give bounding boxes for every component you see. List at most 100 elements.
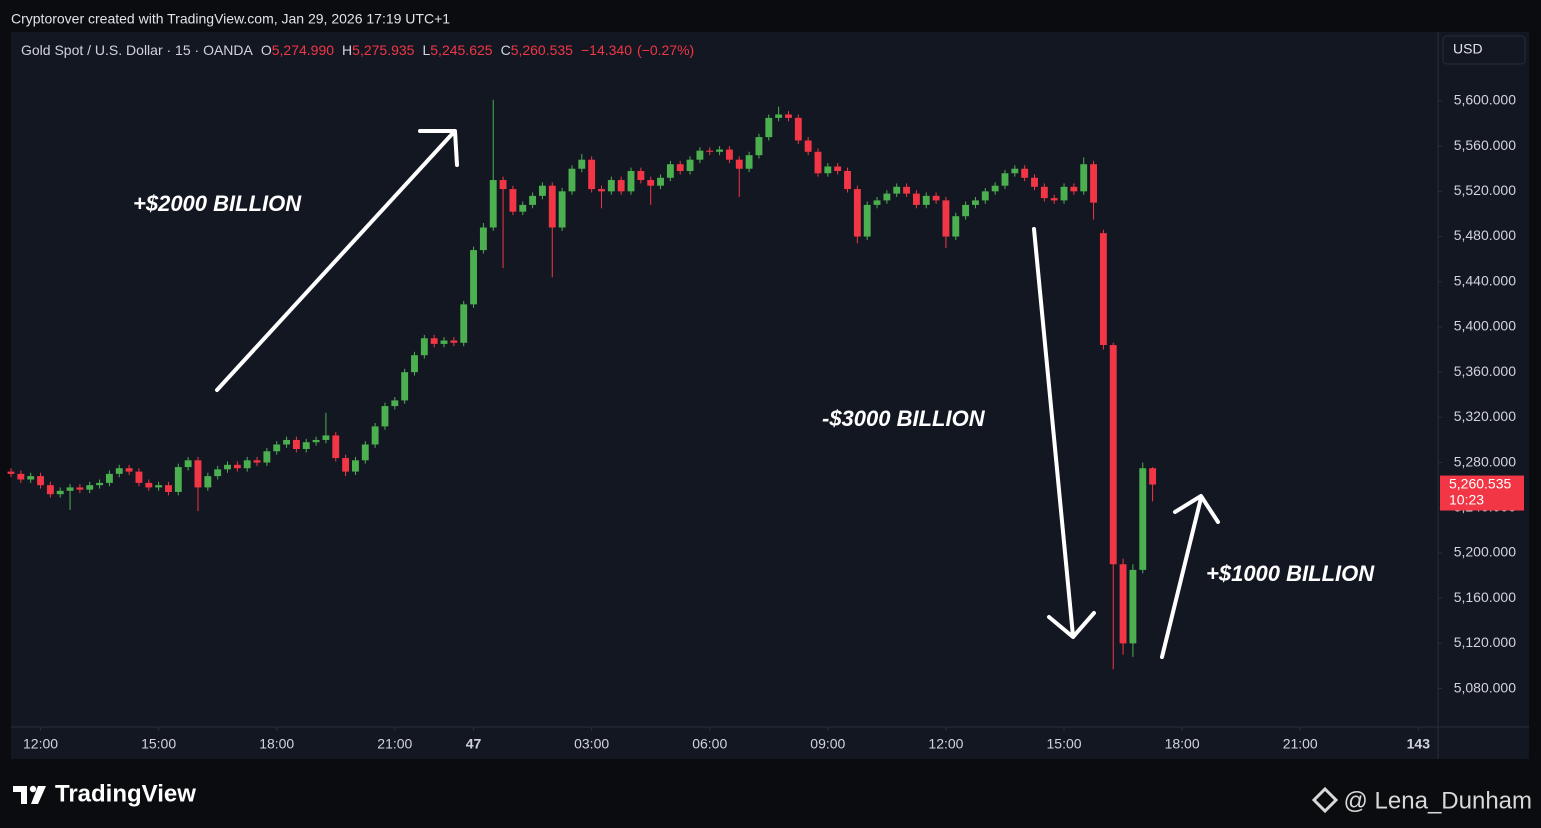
- candle-body: [381, 406, 389, 427]
- candle-body: [145, 482, 153, 488]
- candle-body: [686, 159, 694, 171]
- symbol: Gold Spot / U.S. Dollar · 15 · OANDA: [21, 42, 254, 58]
- candle-body: [863, 204, 871, 237]
- candle-body: [1090, 164, 1097, 203]
- logo-mark: [13, 786, 27, 804]
- candle-body: [716, 149, 724, 152]
- candle-body: [1149, 468, 1157, 485]
- candle-body: [342, 458, 350, 472]
- last-price-tag: [1440, 475, 1524, 511]
- candle-body: [529, 195, 537, 205]
- candle-body: [7, 471, 15, 474]
- candle-body: [725, 149, 733, 160]
- candle-body: [283, 439, 291, 445]
- y-tick-label: 5,520.000: [1454, 182, 1516, 198]
- candle-body: [598, 189, 605, 192]
- x-tick-label: 18:00: [1165, 736, 1200, 752]
- candle-body: [745, 155, 753, 169]
- x-tick-label: 18:00: [259, 736, 294, 752]
- candle-body: [440, 340, 448, 344]
- candle-body: [755, 137, 763, 156]
- candle-body: [361, 444, 369, 461]
- candle-body: [952, 216, 960, 237]
- candle-body: [292, 439, 300, 449]
- logo-mark: [29, 785, 37, 793]
- candle-body: [922, 195, 930, 205]
- candle-body: [1050, 198, 1058, 201]
- candle-body: [1040, 186, 1048, 199]
- candle-body: [558, 191, 566, 228]
- caption: Cryptorover created with TradingView.com…: [11, 11, 450, 27]
- x-tick-label: 21:00: [1283, 736, 1318, 752]
- candle-body: [322, 435, 330, 440]
- candle-body: [96, 482, 104, 486]
- watermark-icon: [1311, 786, 1339, 814]
- candle-body: [1109, 345, 1117, 565]
- candle-body: [814, 151, 822, 174]
- candle-body: [135, 471, 143, 483]
- annotation: +$1000 BILLION: [1206, 561, 1375, 586]
- arrow-up: [215, 129, 459, 392]
- x-tick-label: 03:00: [574, 736, 609, 752]
- candle-body: [568, 168, 576, 192]
- candle-body: [519, 204, 527, 212]
- ohlc-legend: Gold Spot / U.S. Dollar · 15 · OANDA O 5,2…: [21, 42, 694, 58]
- candle-body: [883, 193, 891, 201]
- candle-body: [942, 200, 950, 237]
- tradingview-logo: [13, 785, 46, 804]
- x-tick-label: 15:00: [141, 736, 176, 752]
- candle-body: [548, 185, 556, 228]
- open-label: O: [261, 42, 272, 58]
- y-tick-label: 5,360.000: [1454, 363, 1516, 379]
- candle-body: [76, 487, 84, 490]
- arrows: [215, 129, 1220, 659]
- candle-body: [509, 189, 517, 212]
- candle-body: [617, 180, 625, 192]
- candle-body: [243, 460, 251, 469]
- candle-body: [66, 487, 74, 491]
- candle-body: [214, 469, 222, 477]
- y-tick-label: 5,400.000: [1454, 318, 1516, 334]
- arrow-up-right: [1160, 494, 1220, 659]
- x-tick-label: 12:00: [928, 736, 963, 752]
- candle-body: [607, 180, 615, 192]
- candle-body: [538, 185, 546, 196]
- candle-body: [302, 442, 310, 449]
- candle-body: [56, 490, 64, 495]
- candle-body: [1099, 233, 1107, 346]
- candle-body: [981, 191, 989, 201]
- diamond: [1311, 786, 1339, 814]
- candle-body: [224, 464, 231, 470]
- candle-body: [17, 473, 25, 480]
- candle-body: [903, 186, 911, 194]
- x-tick-label: 12:00: [23, 736, 58, 752]
- candle-body: [804, 140, 812, 152]
- candle-body: [932, 195, 940, 201]
- candle-body: [794, 117, 802, 141]
- x-tick-label: 143: [1407, 736, 1431, 752]
- candle-body: [125, 468, 133, 472]
- currency-button[interactable]: [1442, 35, 1526, 65]
- brand: TradingView: [55, 780, 196, 807]
- y-tick-label: 5,600.000: [1454, 92, 1516, 108]
- candle-body: [420, 338, 428, 356]
- x-tick-label: 06:00: [692, 736, 727, 752]
- high-value: 5,275.935: [352, 42, 414, 58]
- candle-body: [785, 114, 792, 118]
- candle-body: [174, 467, 182, 492]
- candle-body: [775, 114, 783, 118]
- candle-body: [706, 150, 714, 152]
- candle-body: [1070, 186, 1078, 192]
- candle-body: [489, 180, 497, 228]
- candle-body: [115, 468, 123, 474]
- candle-body: [735, 159, 743, 169]
- candle-body: [962, 204, 970, 217]
- low-value: 5,245.625: [430, 42, 492, 58]
- candle-body: [105, 473, 113, 483]
- logo-mark: [31, 786, 46, 804]
- candle-body: [853, 189, 861, 237]
- y-tick-label: 5,480.000: [1454, 227, 1516, 243]
- annotation: -$3000 BILLION: [822, 406, 986, 431]
- candle-body: [165, 485, 172, 492]
